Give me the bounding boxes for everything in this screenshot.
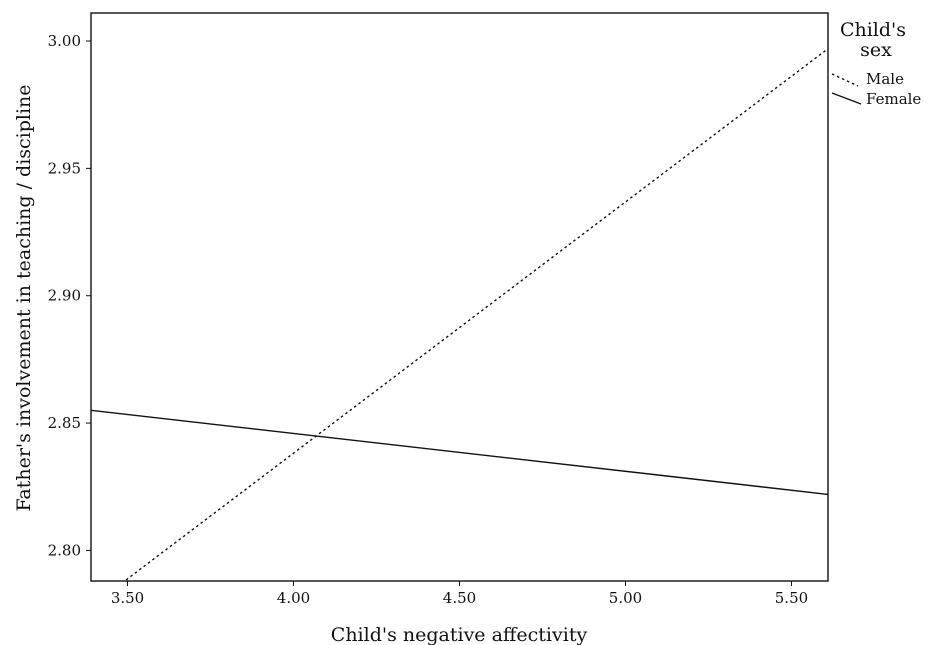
y-tick-label: 2.85	[48, 414, 81, 432]
y-tick-label: 2.95	[48, 159, 81, 177]
legend: Child's sex Male Female	[831, 19, 921, 108]
x-tick-label: 4.00	[277, 589, 310, 607]
legend-swatch-male	[831, 73, 859, 87]
legend-title-line-2: sex	[860, 39, 892, 61]
x-tick-label: 5.50	[775, 589, 808, 607]
series-layer	[91, 48, 828, 581]
series-line-female	[91, 409, 828, 496]
x-axis: 3.50 4.00 4.50 5.00 5.50	[111, 581, 808, 607]
plot-frame	[90, 12, 829, 582]
y-axis: 2.80 2.85 2.90 2.95 3.00	[48, 32, 91, 559]
y-tick-label: 2.90	[48, 287, 81, 305]
x-tick-label: 3.50	[111, 589, 144, 607]
x-axis-title: Child's negative affectivity	[331, 624, 588, 645]
series-line-male	[123, 48, 828, 581]
legend-label-male: Male	[866, 70, 904, 88]
y-axis-title: Father's involvement in teaching / disci…	[13, 84, 35, 511]
legend-label-female: Female	[866, 90, 921, 108]
y-tick-label: 2.80	[48, 541, 81, 559]
y-tick-label: 3.00	[48, 32, 81, 50]
x-tick-label: 5.00	[609, 589, 642, 607]
legend-title-line-1: Child's	[840, 19, 906, 41]
x-tick-label: 4.50	[443, 589, 476, 607]
legend-swatch-female	[831, 92, 862, 105]
legend-title: Child's sex	[840, 19, 912, 61]
